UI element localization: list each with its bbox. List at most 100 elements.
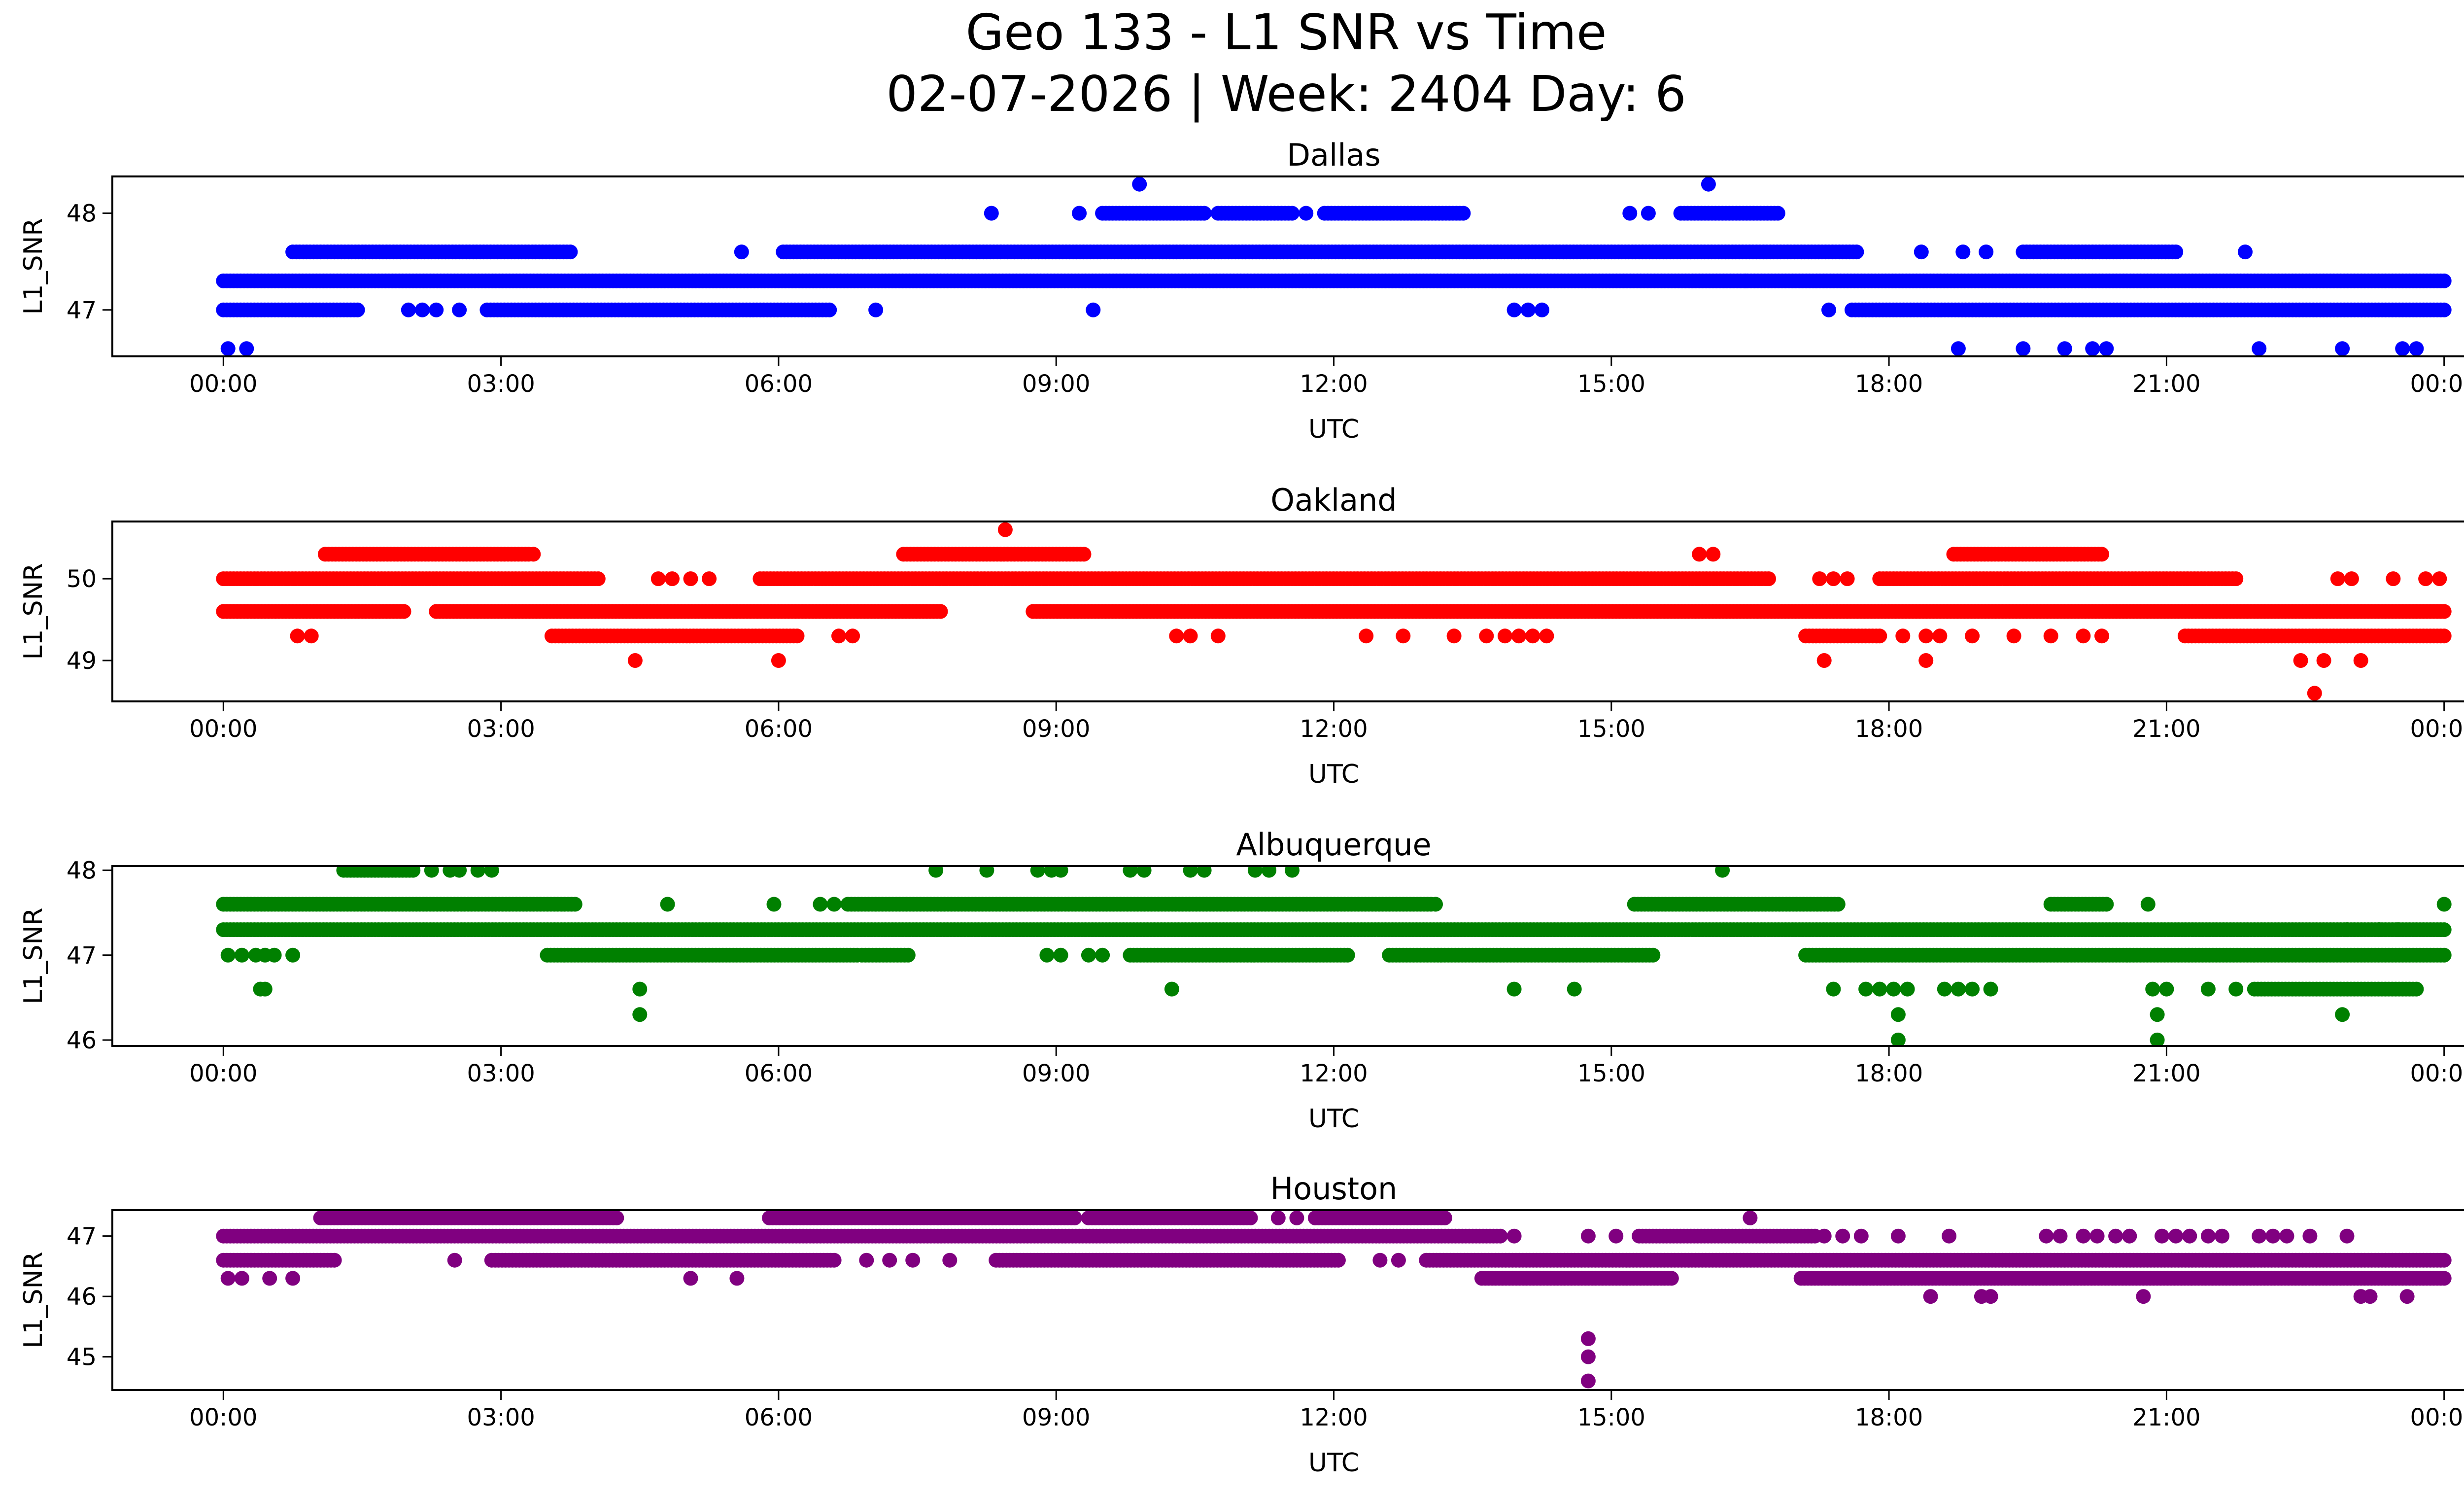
data-point — [928, 866, 944, 878]
data-point — [766, 897, 782, 912]
data-point — [2168, 244, 2184, 260]
data-point — [1511, 628, 1526, 644]
x-tick-label: 21:00 — [2132, 715, 2200, 743]
data-point — [424, 866, 439, 878]
data-point — [567, 897, 582, 912]
x-tick-label: 00:00 — [2410, 370, 2464, 398]
data-point — [683, 571, 698, 587]
data-point — [2330, 571, 2345, 587]
data-point — [2252, 341, 2267, 356]
data-point — [257, 981, 273, 997]
data-point — [290, 628, 305, 644]
data-point — [484, 866, 499, 878]
x-tick-label: 15:00 — [1577, 370, 1645, 398]
data-point — [2436, 604, 2452, 619]
x-tick-label: 00:00 — [189, 715, 257, 743]
data-point — [304, 628, 319, 644]
data-point — [1821, 302, 1836, 317]
data-point — [1965, 981, 1980, 997]
data-point — [2436, 273, 2452, 288]
x-axis-label: UTC — [1308, 415, 1359, 444]
data-point — [1706, 547, 1721, 562]
data-point — [2409, 981, 2424, 997]
data-point — [1456, 206, 1471, 221]
data-point — [1428, 897, 1443, 912]
data-point — [350, 302, 365, 317]
y-tick-label: 49 — [67, 647, 97, 675]
data-point — [1965, 628, 1980, 644]
data-point — [900, 947, 916, 963]
data-point — [632, 1007, 648, 1022]
figure-title-line1: Geo 133 - L1 SNR vs Time — [966, 3, 1607, 61]
scatter-series-houston — [216, 1210, 2452, 1389]
y-tick-label: 47 — [67, 297, 97, 324]
data-point — [1622, 206, 1638, 221]
data-point — [2043, 628, 2058, 644]
data-point — [2200, 981, 2216, 997]
scatter-series-oakland — [216, 522, 2452, 701]
data-point — [650, 571, 666, 587]
data-point — [933, 604, 948, 619]
data-point — [1359, 628, 1374, 644]
data-point — [2307, 686, 2322, 701]
data-point — [1567, 981, 1582, 997]
x-tick-label: 15:00 — [1577, 715, 1645, 743]
data-point — [1979, 244, 1994, 260]
data-point — [826, 897, 842, 912]
data-point — [997, 522, 1013, 537]
data-point — [1761, 571, 1776, 587]
data-point — [2335, 341, 2350, 356]
scatter-series-albuquerque — [216, 866, 2452, 1046]
data-point — [1816, 653, 1832, 668]
y-tick-label: 48 — [67, 200, 97, 228]
data-point — [979, 866, 994, 878]
data-point — [1641, 206, 1656, 221]
data-point — [2409, 341, 2424, 356]
data-point — [2006, 628, 2021, 644]
data-point — [401, 302, 416, 317]
data-point — [1132, 176, 1147, 192]
x-tick-label: 03:00 — [467, 715, 535, 743]
y-axis-label: L1_SNR — [19, 563, 48, 660]
subplot-title-oakland: Oakland — [1270, 482, 1397, 518]
data-point — [1701, 176, 1716, 192]
data-point — [470, 866, 485, 878]
data-point — [2228, 571, 2244, 587]
data-point — [239, 341, 254, 356]
data-point — [2094, 547, 2109, 562]
subplot-title-albuquerque: Albuquerque — [1236, 827, 1431, 863]
data-point — [1086, 302, 1101, 317]
data-point — [2293, 653, 2308, 668]
data-point — [1918, 653, 1934, 668]
data-point — [1446, 628, 1462, 644]
x-tick-label: 00:00 — [189, 370, 257, 398]
data-point — [627, 653, 643, 668]
data-point — [1197, 206, 1212, 221]
data-point — [1983, 981, 1998, 997]
data-point — [1858, 981, 1874, 997]
data-point — [1520, 302, 1536, 317]
data-point — [2335, 1007, 2350, 1022]
data-point — [1840, 571, 1855, 587]
data-point — [406, 866, 421, 878]
data-point — [1951, 341, 1966, 356]
data-point — [1918, 628, 1934, 644]
data-point — [831, 628, 846, 644]
data-point — [2159, 981, 2174, 997]
data-point — [789, 628, 805, 644]
data-point — [429, 302, 444, 317]
data-point — [1053, 947, 1068, 963]
data-point — [1136, 866, 1152, 878]
x-tick-label: 00:00 — [189, 1060, 257, 1087]
data-point — [1299, 206, 1314, 221]
data-point — [1095, 947, 1110, 963]
data-point — [1872, 981, 1887, 997]
data-point — [452, 866, 467, 878]
data-point — [526, 547, 541, 562]
data-point — [2386, 571, 2401, 587]
data-point — [1183, 628, 1198, 644]
data-point — [845, 628, 860, 644]
